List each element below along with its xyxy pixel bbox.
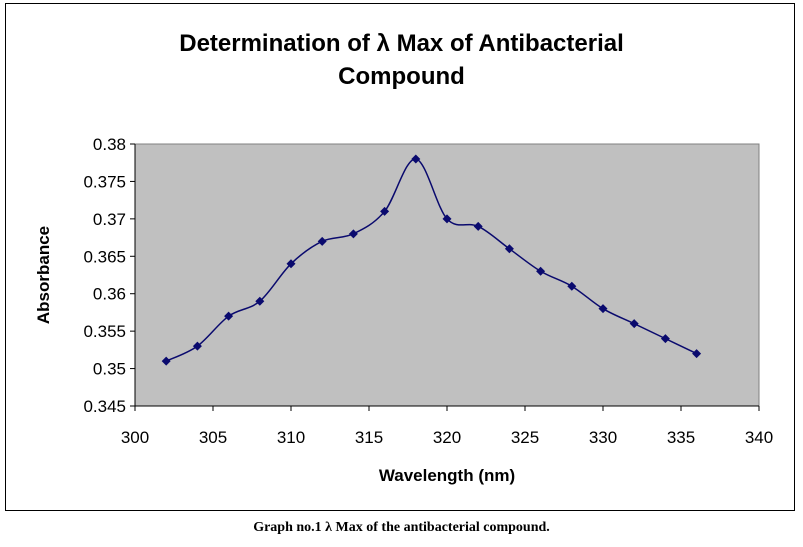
data-point-marker — [598, 304, 608, 314]
y-tick-label: 0.355 — [83, 322, 126, 341]
data-point-marker — [255, 296, 265, 306]
chart-title-line-1: Determination of λ Max of Antibacterial — [179, 30, 624, 57]
x-axis: 300 305 310 315 320 325 330 335 340 — [121, 405, 773, 447]
x-tick-label: 310 — [277, 428, 305, 447]
data-point-marker — [286, 259, 296, 269]
data-point-marker — [692, 349, 702, 359]
x-tick-label: 300 — [121, 428, 149, 447]
y-tick-label: 0.345 — [83, 397, 126, 416]
data-point-marker — [317, 236, 327, 246]
data-point-marker — [224, 311, 234, 321]
x-tick-label: 315 — [355, 428, 383, 447]
y-tick-label: 0.36 — [93, 285, 126, 304]
data-point-marker — [380, 206, 390, 216]
x-tick-label: 320 — [433, 428, 461, 447]
x-tick-label: 335 — [667, 428, 695, 447]
data-point-marker — [442, 214, 452, 224]
y-tick-label: 0.35 — [93, 360, 126, 379]
data-point-marker — [411, 154, 421, 164]
x-tick-label: 305 — [199, 428, 227, 447]
series-markers — [161, 154, 702, 366]
data-point-marker — [192, 341, 202, 351]
chart-title-line-2: Compound — [338, 63, 465, 90]
x-axis-label: Wavelength (nm) — [379, 466, 515, 485]
y-tick-label: 0.365 — [83, 247, 126, 266]
data-point-marker — [348, 229, 358, 239]
x-tick-label: 340 — [745, 428, 773, 447]
x-tick-label: 325 — [511, 428, 539, 447]
data-point-marker — [161, 356, 171, 366]
y-tick-label: 0.375 — [83, 172, 126, 191]
y-axis-label: Absorbance — [34, 226, 53, 324]
data-point-marker — [536, 266, 546, 276]
figure-caption: Graph no.1 λ Max of the antibacterial co… — [253, 520, 550, 535]
plot-area — [134, 143, 760, 407]
y-axis: 0.345 0.35 0.355 0.36 0.365 0.37 0.375 0.38 — [83, 135, 136, 416]
chart-title: Determination of λ Max of Antibacterial … — [0, 27, 803, 93]
data-point-marker — [629, 319, 639, 329]
data-point-marker — [473, 221, 483, 231]
y-tick-label: 0.37 — [93, 210, 126, 229]
x-tick-label: 330 — [589, 428, 617, 447]
data-point-marker — [660, 334, 670, 344]
data-point-marker — [504, 244, 514, 254]
y-tick-label: 0.38 — [93, 135, 126, 154]
data-point-marker — [567, 281, 577, 291]
